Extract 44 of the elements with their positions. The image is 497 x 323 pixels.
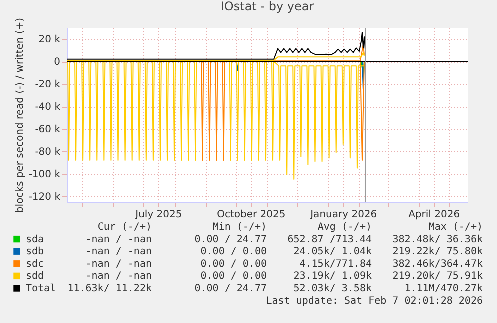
text: 382.46k/364.47k — [392, 258, 483, 270]
text: 0.00 / 24.77 — [194, 234, 267, 246]
y-axis-title: blocks per second read (-) / written (+) — [14, 18, 26, 214]
text: 1.11M/470.27k — [404, 284, 483, 294]
text: 23.19k/ 1.09k — [294, 271, 372, 282]
x-tick-label: April 2026 — [408, 210, 460, 220]
y-tick-label: -80 k — [35, 146, 61, 158]
text: Last update: Sat Feb 7 02:01:28 2026 — [266, 296, 483, 307]
text: -nan / -nan — [86, 234, 152, 246]
text: -nan / -nan — [86, 271, 152, 282]
x-tick-label: January 2026 — [310, 210, 378, 220]
text: -nan / -nan — [86, 246, 152, 258]
text: 0.00 / 0.00 — [200, 271, 267, 282]
text: 24.05k/ 1.04k — [294, 246, 372, 258]
x-tick-label: October 2025 — [217, 210, 286, 220]
text: 219.22k/ 75.80k — [392, 246, 483, 258]
x-tick-label: July 2025 — [134, 210, 182, 220]
y-tick-label: 0 — [54, 57, 60, 68]
chart-title: IOstat - by year — [220, 0, 314, 14]
text: 11.63k/ 11.22k — [68, 284, 152, 294]
legend-label: sdb — [26, 246, 44, 258]
text: Max (-/+) — [428, 222, 483, 233]
legend-label: sdc — [26, 258, 44, 270]
legend-label: Total — [26, 284, 56, 294]
text: 52.03k/ 3.58k — [294, 284, 372, 294]
text: Avg (-/+) — [318, 222, 372, 233]
text: -nan / -nan — [86, 258, 152, 270]
text: 4.15k/771.84 — [300, 258, 372, 270]
legend-label: sda — [26, 234, 44, 246]
text: Min (-/+) — [212, 222, 267, 233]
text: 219.20k/ 75.91k — [392, 271, 483, 282]
y-tick-label: -40 k — [35, 102, 61, 114]
y-tick-label: -120 k — [28, 192, 61, 203]
y-tick-label: -20 k — [35, 80, 61, 91]
legend-label: sdd — [26, 271, 44, 282]
text: 382.48k/ 36.36k — [392, 234, 483, 246]
y-tick-label: 20 k — [38, 34, 61, 46]
text: 0.00 / 24.77 — [194, 284, 267, 294]
text: 0.00 / 0.00 — [200, 246, 267, 258]
text: 0.00 / 0.00 — [200, 258, 267, 270]
text: 652.87 /713.44 — [288, 234, 372, 246]
y-tick-label: -100 k — [28, 169, 61, 180]
text: Cur (-/+) — [98, 222, 152, 233]
y-tick-label: -60 k — [35, 124, 61, 136]
